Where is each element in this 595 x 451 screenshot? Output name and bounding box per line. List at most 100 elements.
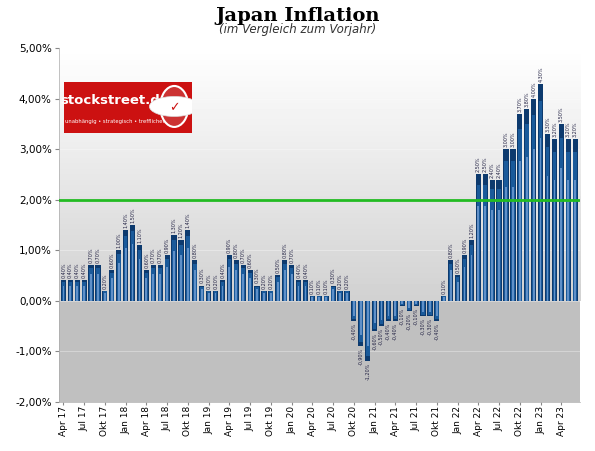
Text: 0,70%: 0,70%: [241, 248, 246, 263]
Bar: [283, 263, 287, 301]
Bar: [359, 301, 362, 342]
Bar: [450, 270, 452, 301]
Bar: [353, 301, 355, 316]
Text: 0,80%: 0,80%: [448, 243, 453, 258]
Text: 0,10%: 0,10%: [310, 278, 315, 294]
Bar: [95, 265, 101, 301]
Bar: [234, 260, 239, 301]
Bar: [152, 268, 155, 301]
Bar: [187, 248, 189, 301]
Bar: [242, 274, 244, 301]
Bar: [139, 259, 140, 301]
Bar: [242, 268, 245, 301]
Text: 0,90%: 0,90%: [462, 238, 467, 253]
Bar: [76, 285, 78, 301]
Bar: [159, 274, 161, 301]
Bar: [289, 265, 294, 301]
Text: 0,20%: 0,20%: [268, 273, 273, 289]
Bar: [76, 282, 79, 301]
Bar: [165, 259, 169, 301]
Text: 0,30%: 0,30%: [331, 268, 336, 284]
Bar: [130, 225, 135, 301]
Bar: [305, 285, 306, 301]
Bar: [456, 277, 459, 301]
Bar: [240, 265, 246, 301]
Bar: [511, 149, 515, 301]
Text: 1,20%: 1,20%: [469, 223, 474, 238]
Bar: [284, 270, 286, 301]
Bar: [214, 291, 217, 301]
Bar: [422, 301, 424, 312]
Bar: [566, 139, 571, 301]
Bar: [137, 245, 142, 301]
Text: 4,30%: 4,30%: [538, 66, 543, 82]
Bar: [131, 231, 134, 301]
Bar: [455, 276, 460, 301]
Bar: [421, 301, 425, 315]
Bar: [517, 114, 522, 301]
Bar: [145, 273, 148, 301]
Bar: [511, 161, 515, 301]
Bar: [318, 297, 320, 301]
Bar: [131, 244, 133, 301]
Bar: [324, 296, 328, 301]
Bar: [311, 297, 314, 301]
Bar: [366, 301, 369, 356]
Text: 0,90%: 0,90%: [227, 238, 232, 253]
Bar: [538, 83, 543, 301]
Bar: [290, 268, 293, 301]
Bar: [172, 240, 176, 301]
Bar: [166, 267, 168, 301]
Bar: [263, 293, 265, 301]
Text: (im Vergleich zum Vorjahr): (im Vergleich zum Vorjahr): [219, 23, 376, 37]
Bar: [248, 273, 252, 301]
Text: 0,40%: 0,40%: [68, 263, 73, 278]
Text: 0,60%: 0,60%: [109, 253, 114, 268]
Bar: [380, 301, 383, 324]
Bar: [572, 139, 578, 301]
Bar: [498, 210, 500, 301]
Bar: [372, 301, 377, 331]
Bar: [125, 248, 127, 301]
Bar: [414, 301, 419, 306]
Bar: [408, 301, 411, 310]
Bar: [220, 281, 225, 301]
Text: 3,00%: 3,00%: [503, 132, 509, 147]
Bar: [111, 278, 112, 301]
Bar: [207, 291, 211, 301]
Bar: [310, 295, 315, 301]
Bar: [291, 274, 293, 301]
Bar: [74, 281, 80, 301]
Bar: [158, 268, 162, 301]
Bar: [151, 265, 156, 301]
Text: -0,40%: -0,40%: [352, 323, 356, 340]
Bar: [199, 285, 204, 301]
Bar: [249, 278, 251, 301]
Text: 4,00%: 4,00%: [531, 81, 536, 97]
Bar: [317, 295, 322, 301]
Bar: [435, 301, 439, 319]
Text: 1,40%: 1,40%: [123, 212, 128, 228]
Bar: [228, 267, 230, 301]
Text: 0,70%: 0,70%: [289, 248, 294, 263]
Bar: [365, 301, 370, 361]
Bar: [221, 285, 223, 301]
Bar: [469, 245, 473, 301]
Bar: [345, 290, 349, 301]
Bar: [469, 240, 474, 301]
Bar: [443, 297, 444, 301]
Bar: [496, 179, 502, 301]
Bar: [297, 282, 300, 301]
Bar: [270, 293, 272, 301]
Text: 0,20%: 0,20%: [261, 273, 267, 289]
Bar: [70, 285, 71, 301]
Text: 2,50%: 2,50%: [476, 157, 481, 172]
Bar: [262, 291, 266, 301]
Bar: [171, 235, 177, 301]
Text: 0,80%: 0,80%: [192, 243, 198, 258]
Bar: [255, 285, 259, 301]
Bar: [518, 129, 522, 301]
Bar: [497, 189, 501, 301]
Text: 3,20%: 3,20%: [572, 122, 578, 137]
Bar: [464, 267, 465, 301]
